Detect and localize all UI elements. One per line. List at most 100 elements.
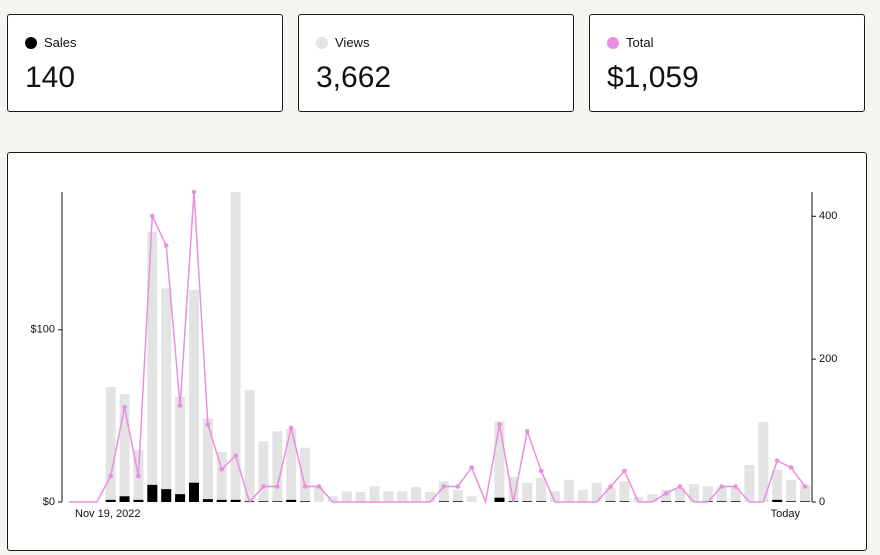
bar bbox=[550, 491, 561, 502]
bar bbox=[202, 499, 213, 502]
point bbox=[733, 484, 738, 489]
x-tick-label: Nov 19, 2022 bbox=[75, 508, 140, 520]
bar bbox=[452, 489, 463, 502]
stat-label: Total bbox=[607, 35, 653, 50]
point bbox=[622, 468, 627, 474]
bar bbox=[522, 482, 533, 502]
stat-name: Sales bbox=[44, 35, 77, 50]
bar bbox=[675, 501, 686, 502]
point bbox=[497, 422, 502, 427]
bar bbox=[202, 418, 213, 502]
point bbox=[261, 484, 266, 489]
point bbox=[108, 473, 113, 479]
point bbox=[288, 425, 294, 431]
bar bbox=[286, 499, 297, 502]
point bbox=[316, 484, 322, 489]
point bbox=[802, 484, 808, 489]
stat-card: Sales 140 bbox=[7, 14, 283, 112]
bar bbox=[188, 482, 199, 502]
point bbox=[524, 429, 530, 434]
point bbox=[191, 189, 197, 195]
point bbox=[163, 243, 169, 248]
bar bbox=[258, 441, 269, 502]
bar bbox=[230, 192, 241, 502]
bar bbox=[300, 447, 311, 502]
bar bbox=[730, 487, 741, 502]
bar bbox=[244, 389, 255, 502]
bar bbox=[286, 429, 297, 502]
bar bbox=[605, 487, 616, 502]
stat-value: 3,662 bbox=[316, 61, 392, 94]
bar bbox=[675, 487, 686, 502]
point bbox=[275, 484, 280, 489]
bar bbox=[188, 289, 199, 502]
stat-label: Views bbox=[316, 35, 369, 50]
point bbox=[469, 465, 475, 470]
point bbox=[205, 422, 211, 427]
bar bbox=[744, 464, 755, 502]
bar bbox=[133, 499, 144, 502]
y2-tick-label: 200 bbox=[819, 353, 837, 365]
bar bbox=[716, 487, 727, 502]
bar bbox=[466, 496, 477, 502]
bar bbox=[175, 397, 186, 502]
bar bbox=[216, 452, 227, 502]
bar bbox=[147, 232, 158, 502]
line bbox=[69, 191, 806, 505]
bar bbox=[438, 481, 449, 502]
bar bbox=[786, 479, 797, 502]
point bbox=[774, 458, 780, 463]
point bbox=[302, 484, 308, 489]
bar bbox=[147, 484, 158, 502]
bar bbox=[536, 477, 547, 502]
bar bbox=[772, 469, 783, 502]
bar bbox=[786, 501, 797, 502]
point bbox=[608, 484, 613, 489]
bar bbox=[425, 492, 436, 502]
point bbox=[788, 465, 794, 470]
stat-card: Views 3,662 bbox=[298, 14, 574, 112]
stat-value: $1,059 bbox=[607, 61, 699, 94]
point bbox=[150, 213, 155, 219]
stat-value: 140 bbox=[25, 61, 76, 94]
y-tick-label: $100 bbox=[31, 324, 55, 336]
bar bbox=[661, 501, 672, 502]
point bbox=[177, 403, 183, 408]
bar bbox=[258, 501, 269, 502]
bar bbox=[702, 486, 713, 502]
bar bbox=[563, 479, 574, 502]
point bbox=[663, 491, 669, 496]
bar bbox=[633, 497, 644, 502]
legend-dot bbox=[607, 36, 619, 49]
bar bbox=[688, 484, 699, 502]
bar bbox=[800, 484, 810, 502]
bar bbox=[383, 491, 394, 502]
bar bbox=[313, 487, 324, 502]
point bbox=[441, 484, 447, 489]
bar bbox=[494, 497, 505, 502]
point bbox=[455, 484, 461, 489]
bar bbox=[369, 486, 380, 502]
legend-dot bbox=[25, 36, 37, 49]
bar bbox=[716, 501, 727, 502]
bar bbox=[175, 494, 186, 502]
stat-label: Sales bbox=[25, 35, 77, 50]
point bbox=[538, 468, 544, 474]
bar bbox=[161, 489, 172, 502]
bar bbox=[730, 501, 741, 502]
legend-dot bbox=[316, 36, 328, 49]
stat-name: Total bbox=[626, 35, 654, 50]
bar bbox=[577, 489, 588, 502]
bar bbox=[119, 496, 130, 502]
y2-tick-label: 400 bbox=[819, 210, 837, 222]
bar bbox=[230, 499, 241, 502]
bar bbox=[161, 288, 172, 502]
point bbox=[677, 484, 683, 489]
point bbox=[719, 484, 724, 489]
bar bbox=[800, 501, 810, 502]
bar bbox=[327, 496, 338, 502]
bar bbox=[397, 491, 408, 502]
bar bbox=[300, 501, 311, 502]
bar bbox=[216, 499, 227, 502]
